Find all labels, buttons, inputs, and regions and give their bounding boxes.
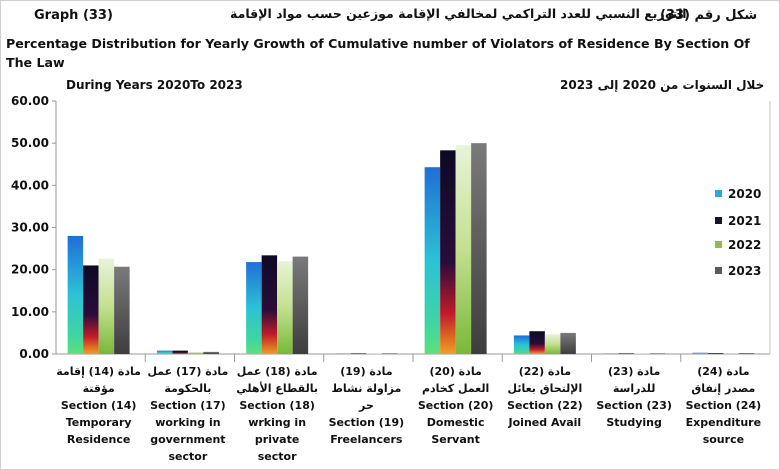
bar-2023-category-1 bbox=[114, 267, 130, 354]
x-tick-label-5: مادة (20) العمل كخادمSection (20) Domest… bbox=[413, 363, 499, 448]
x-tick-label-4: مادة (19) مزاولة نشاط حرSection (19) Fre… bbox=[323, 363, 409, 448]
y-tick-label: 50.00 bbox=[11, 136, 49, 150]
x-tick-label-8: مادة (24) مصدر إنفاقSection (24) Expendi… bbox=[680, 363, 766, 448]
legend-swatch bbox=[715, 190, 722, 197]
legend-item-2022: 2022 bbox=[715, 238, 761, 252]
y-tick-label: 60.00 bbox=[11, 94, 49, 108]
bar-2021-category-5 bbox=[440, 150, 456, 354]
y-tick-label: 40.00 bbox=[11, 178, 49, 192]
bar-2023-category-7 bbox=[650, 353, 666, 354]
legend-label: 2021 bbox=[728, 214, 761, 228]
bar-2022-category-6 bbox=[545, 334, 561, 354]
legend-swatch bbox=[715, 241, 722, 248]
x-tick-label-arabic: مادة (19) مزاولة نشاط حر bbox=[323, 363, 409, 414]
bar-2022-category-2 bbox=[188, 352, 204, 354]
legend-label: 2023 bbox=[728, 264, 761, 278]
bar-2023-category-3 bbox=[293, 257, 309, 354]
bar-2021-category-2 bbox=[172, 351, 188, 354]
x-tick-label-english: Section (19) Freelancers bbox=[323, 414, 409, 448]
x-tick-label-arabic: مادة (22) الإلتحاق بعائل bbox=[502, 363, 588, 397]
x-tick-label-1: مادة (14) إقامة مؤقتةSection (14) Tempor… bbox=[56, 363, 142, 448]
x-tick-label-7: مادة (23) للدراسةSection (23) Studying bbox=[591, 363, 677, 431]
bar-2020-category-4 bbox=[335, 353, 351, 354]
bar-2020-category-8 bbox=[692, 353, 708, 354]
x-tick-label-arabic: مادة (23) للدراسة bbox=[591, 363, 677, 397]
y-tick-label: 20.00 bbox=[11, 263, 49, 277]
y-tick-label: 0.00 bbox=[19, 347, 49, 361]
x-tick-label-arabic: مادة (17) عمل بالحكومة bbox=[145, 363, 231, 397]
y-tick-label: 30.00 bbox=[11, 221, 49, 235]
bar-2022-category-3 bbox=[277, 261, 293, 354]
x-tick-label-english: Section (20) Domestic Servant bbox=[413, 397, 499, 448]
bar-2021-category-8 bbox=[708, 353, 724, 354]
legend-swatch bbox=[715, 217, 722, 224]
x-tick-label-arabic: مادة (14) إقامة مؤقتة bbox=[56, 363, 142, 397]
y-tick-label: 10.00 bbox=[11, 305, 49, 319]
x-tick-label-english: Section (17) working in government secto… bbox=[145, 397, 231, 465]
bar-2022-category-8 bbox=[723, 353, 739, 354]
legend-item-2020: 2020 bbox=[715, 187, 761, 201]
bar-2021-category-6 bbox=[529, 331, 545, 354]
x-tick-label-arabic: مادة (18) عمل بالقطاع الأهلي bbox=[234, 363, 320, 397]
x-tick-label-english: Section (14) Temporary Residence bbox=[56, 397, 142, 448]
bar-2023-category-6 bbox=[560, 333, 576, 354]
legend-label: 2022 bbox=[728, 238, 761, 252]
bar-2022-category-5 bbox=[456, 145, 472, 354]
x-tick-label-arabic: مادة (20) العمل كخادم bbox=[413, 363, 499, 397]
x-tick-label-3: مادة (18) عمل بالقطاع الأهليSection (18)… bbox=[234, 363, 320, 465]
bar-2020-category-6 bbox=[514, 335, 530, 354]
bar-2022-category-4 bbox=[366, 353, 382, 354]
bar-2020-category-1 bbox=[68, 236, 84, 354]
bar-2020-category-3 bbox=[246, 262, 262, 354]
bar-2023-category-2 bbox=[203, 352, 219, 354]
x-tick-label-english: Section (23) Studying bbox=[591, 397, 677, 431]
bar-2020-category-2 bbox=[157, 351, 173, 354]
bar-2023-category-4 bbox=[382, 353, 398, 354]
legend-label: 2020 bbox=[728, 187, 761, 201]
x-tick-label-arabic: مادة (24) مصدر إنفاق bbox=[680, 363, 766, 397]
bar-2020-category-7 bbox=[603, 353, 619, 354]
x-tick-label-2: مادة (17) عمل بالحكومةSection (17) worki… bbox=[145, 363, 231, 465]
x-tick-label-6: مادة (22) الإلتحاق بعائلSection (22) Joi… bbox=[502, 363, 588, 431]
x-tick-label-english: Section (18) wrking in private sector bbox=[234, 397, 320, 465]
bar-2021-category-4 bbox=[351, 353, 367, 354]
bar-2021-category-7 bbox=[619, 353, 635, 354]
x-tick-label-english: Section (22) Joined Avail bbox=[502, 397, 588, 431]
bar-2022-category-7 bbox=[634, 353, 650, 354]
bar-2022-category-1 bbox=[99, 259, 115, 354]
bar-2023-category-5 bbox=[471, 143, 487, 354]
bar-2021-category-1 bbox=[83, 265, 99, 354]
bar-2023-category-8 bbox=[739, 353, 755, 354]
legend-item-2021: 2021 bbox=[715, 214, 761, 228]
legend-swatch bbox=[715, 267, 722, 274]
bar-2020-category-5 bbox=[425, 167, 441, 354]
bar-2021-category-3 bbox=[262, 255, 278, 354]
x-tick-label-english: Section (24) Expenditure source bbox=[680, 397, 766, 448]
legend-item-2023: 2023 bbox=[715, 264, 761, 278]
